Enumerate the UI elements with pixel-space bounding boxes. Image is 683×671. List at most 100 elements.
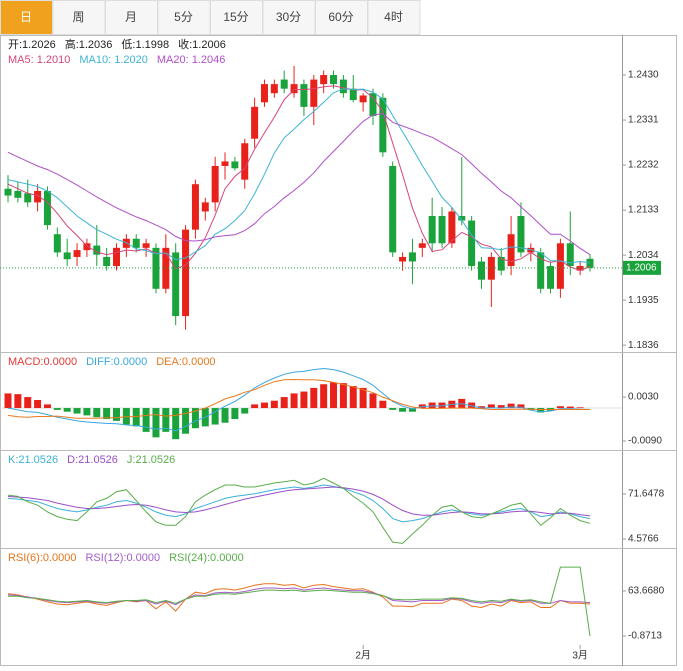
tab-label: 15分 [223,10,248,24]
macd-bar [320,384,328,409]
candle-body [231,161,239,169]
indicator-line [8,566,591,637]
candle-body [320,75,328,85]
legend-item: 低:1.1998 [121,38,169,51]
macd-bar [300,391,308,409]
candle-body [399,256,407,262]
tab[interactable]: 月 [105,0,158,35]
y-tick-label: 0.0030 [628,392,659,403]
legend-item: MA5: 1.2010 [8,54,70,66]
candle-body [93,245,101,255]
candle-body [349,88,357,101]
indicator-line [7,477,591,544]
candle-body [24,193,32,203]
candle-body [576,266,584,271]
legend-item: DIFF:0.0000 [86,356,147,368]
tab-label: 60分 [328,10,353,24]
candle-body [63,252,71,260]
legend-item: DEA:0.0000 [156,356,215,368]
macd-bar [438,402,446,409]
candle-body [418,243,426,248]
legend-item: 开:1.2026 [8,39,56,51]
macd-bar [280,397,288,409]
candle-body [438,216,446,244]
legend-item: D:21.0526 [67,454,118,466]
y-tick-label: 4.5766 [628,534,659,545]
macd-bar [63,408,71,412]
candle-body [241,143,249,180]
candle-body [172,252,180,317]
indicator-line [7,378,590,419]
macd-bar [270,400,278,409]
last-price-label: 1.2006 [626,263,657,274]
tab-label: 日 [20,10,32,24]
candle-body [142,243,150,248]
macd-bar [53,408,61,410]
tab[interactable]: 15分 [210,0,263,35]
tab[interactable]: 5分 [157,0,211,35]
y-tick-label: 1.2034 [628,250,659,261]
macd-bar [34,399,42,409]
macd-bar [14,394,22,409]
legend-item: RSI(24):0.0000 [169,552,244,564]
legend-item: 收:1.2006 [178,37,226,51]
macd-bar [113,408,121,421]
candle-body [182,229,190,317]
last-price-box [623,260,661,275]
y-tick-label: 1.2430 [628,70,659,81]
y-tick-label: 1.1836 [628,340,659,351]
candle-body [468,220,476,267]
candle-body [448,211,456,244]
candle-body [270,84,278,94]
legend-item: MACD:0.0000 [8,356,77,368]
indicator-line [7,486,591,517]
macd-bar [73,408,81,414]
macd-bar [93,408,101,418]
candle-body [566,243,574,267]
candle-body [73,250,81,257]
macd-bar [83,408,91,416]
tab-label: 4时 [384,10,403,24]
legend-item: RSI(12):0.0000 [85,552,160,564]
macd-bar [399,408,407,412]
legend-item: MA20: 1.2046 [157,54,226,66]
tab[interactable]: 周 [52,0,106,35]
indicator-line [7,88,591,264]
candle-body [537,252,545,289]
tab-bg [52,0,106,35]
macd-bar [379,400,387,409]
y-tick-label: -0.0090 [628,436,662,447]
tab[interactable]: 日 [0,0,53,35]
candle-body [201,202,209,212]
macd-bar [487,404,495,409]
macd-bar [231,408,239,420]
macd-bar [556,406,564,409]
candle-body [458,216,466,221]
indicator-line [7,587,591,606]
macd-bar [43,404,51,409]
macd-bar [152,408,160,438]
tab[interactable]: 60分 [315,0,368,35]
macd-bar [497,405,505,409]
macd-bar [517,404,525,409]
tab[interactable]: 4时 [367,0,421,35]
macd-bar [142,408,150,432]
x-tick-label: 2月 [355,650,371,662]
legend-item: K:21.0526 [8,454,58,466]
macd-bar [330,382,338,409]
candle-body [359,95,367,103]
candle-body [556,243,564,289]
candle-body [497,256,505,271]
indicator-line [7,583,591,612]
macd-bar [221,408,229,423]
macd-bar [359,387,367,409]
macd-bar [576,407,584,409]
macd-bar [241,408,249,414]
x-tick-label: 3月 [572,650,588,662]
candle-body [507,234,515,267]
tab[interactable]: 30分 [262,0,316,35]
candle-body [389,165,397,253]
candle-body [132,238,140,248]
legend-item: 高:1.2036 [65,37,113,51]
